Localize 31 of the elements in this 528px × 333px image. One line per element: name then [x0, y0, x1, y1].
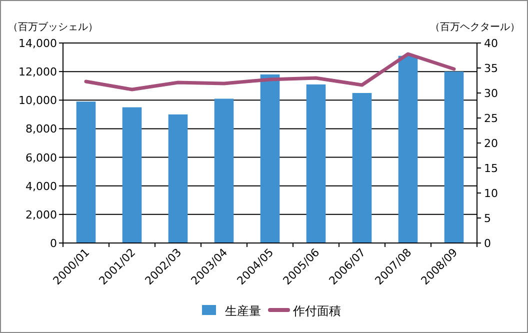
- bar: [122, 107, 142, 243]
- y2-tick-label: 25: [484, 112, 498, 125]
- y-tick-label: 2,000: [26, 208, 57, 222]
- bar: [352, 93, 372, 243]
- bar: [76, 102, 96, 243]
- y2-tick-label: 30: [484, 87, 498, 100]
- bar: [260, 74, 280, 243]
- bar: [168, 114, 188, 243]
- legend-label: 生産量: [225, 304, 261, 318]
- y2-tick-label: 40: [484, 37, 498, 50]
- y-tick-label: 4,000: [26, 180, 57, 193]
- legend-label: 作付面積: [292, 304, 341, 318]
- y-tick-label: 10,000: [18, 94, 57, 108]
- bar: [214, 98, 234, 243]
- y2-tick-label: 0: [484, 237, 491, 250]
- y-tick-label: 12,000: [18, 66, 57, 79]
- y-axis-title: （百万ブッシェル）: [8, 21, 98, 33]
- y2-tick-label: 5: [484, 212, 491, 225]
- y2-tick-label: 20: [484, 137, 498, 150]
- y-tick-label: 8,000: [26, 122, 57, 136]
- y2-tick-label: 35: [484, 62, 498, 75]
- bar: [306, 84, 326, 243]
- bar: [444, 72, 464, 243]
- bar: [398, 56, 418, 243]
- y-tick-label: 14,000: [18, 37, 57, 50]
- y-tick-label: 0: [50, 237, 57, 250]
- y-tick-label: 6,000: [26, 151, 57, 164]
- y2-tick-label: 10: [484, 187, 498, 200]
- line-series: [84, 52, 456, 92]
- y2-tick-label: 15: [484, 162, 498, 175]
- y2-axis-title: （百万ヘクタール）: [430, 22, 520, 33]
